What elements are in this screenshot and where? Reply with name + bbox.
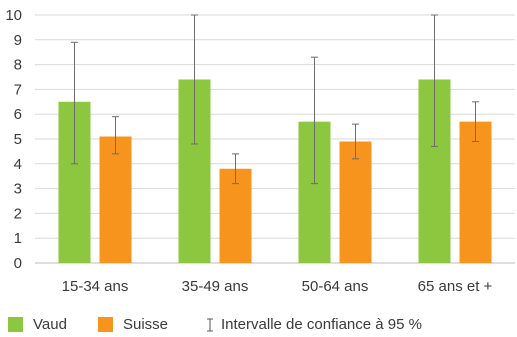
- legend-item-ci: Intervalle de confiance à 95 %: [205, 316, 422, 333]
- legend-item-vaud: Vaud: [8, 316, 67, 333]
- legend-label-vaud: Vaud: [33, 316, 67, 333]
- y-tick-label: 8: [14, 57, 22, 74]
- y-tick-label: 5: [14, 131, 22, 148]
- x-tick-label: 50-64 ans: [302, 278, 369, 295]
- y-tick-label: 7: [14, 81, 22, 98]
- bar-suisse: [99, 136, 132, 263]
- y-tick-label: 0: [14, 255, 22, 272]
- y-tick-label: 10: [5, 7, 22, 24]
- bar-suisse: [219, 168, 252, 263]
- legend-label-suisse: Suisse: [123, 316, 169, 333]
- legend-swatch-vaud: [8, 317, 23, 332]
- x-tick-label: 35-49 ans: [182, 278, 249, 295]
- legend-label-ci: Intervalle de confiance à 95 %: [221, 316, 422, 333]
- y-tick-label: 9: [14, 32, 22, 49]
- y-tick-label: 4: [14, 156, 22, 173]
- x-tick-label: 65 ans et +: [418, 278, 493, 295]
- confidence-interval-icon: [207, 318, 213, 331]
- y-tick-label: 1: [14, 230, 22, 247]
- bar-chart: 0 1 2 3 4 5 6 7 8 9 10 15-34 ans 35-49 ans 50-64 ans 6…: [5, 7, 515, 295]
- legend-swatch-suisse: [98, 317, 113, 332]
- legend: Vaud Suisse Intervalle de confiance à 95…: [0, 316, 517, 336]
- bar-suisse: [459, 121, 492, 263]
- y-tick-label: 6: [14, 106, 22, 123]
- y-tick-label: 2: [14, 205, 22, 222]
- y-tick-label: 3: [14, 181, 22, 198]
- legend-item-suisse: Suisse: [98, 316, 168, 333]
- bar-suisse: [339, 141, 372, 263]
- x-tick-label: 15-34 ans: [62, 278, 129, 295]
